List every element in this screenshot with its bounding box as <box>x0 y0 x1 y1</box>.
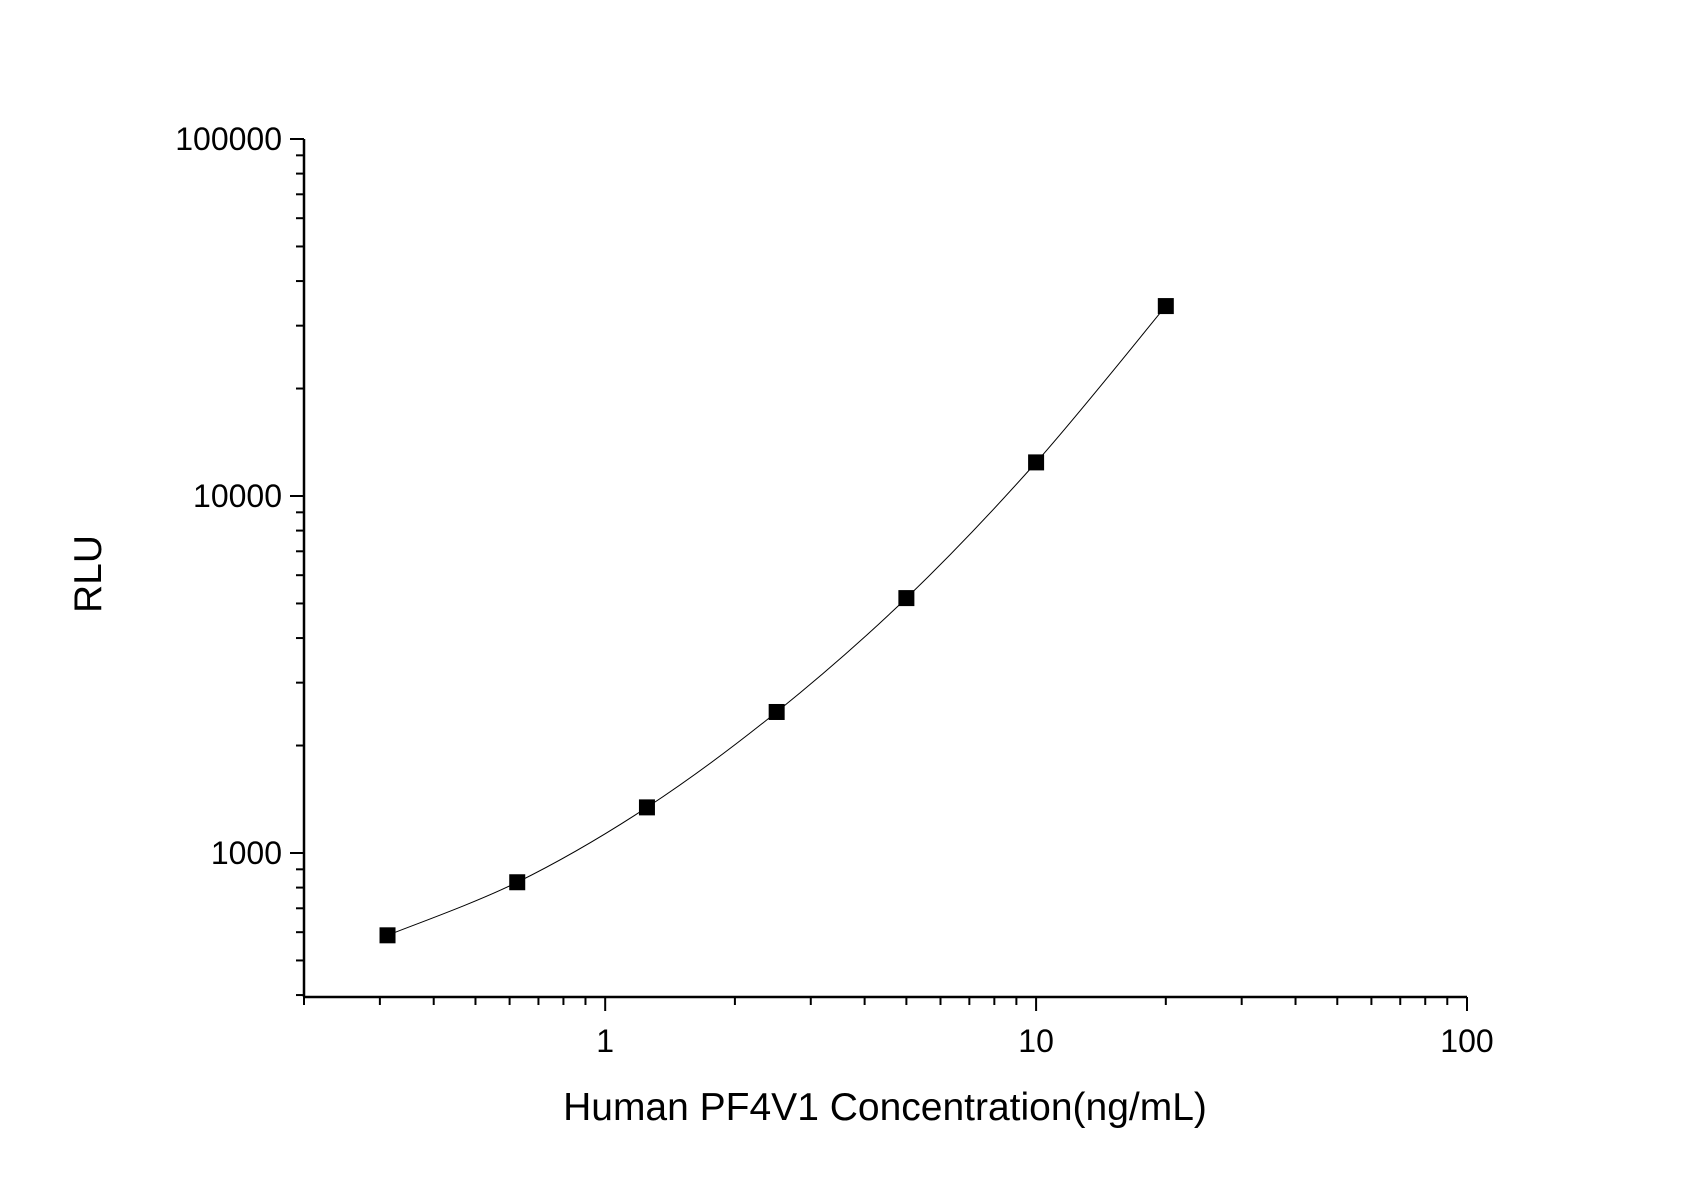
y-axis-label: RLU <box>67 535 110 613</box>
axes <box>290 138 1468 1011</box>
y-tick-label: 100000 <box>175 121 282 157</box>
data-point-marker <box>379 927 396 944</box>
data-point-marker <box>638 799 655 816</box>
tick-labels: 1 10 100 1000 10000 100000 <box>175 121 1493 1059</box>
x-tick-label: 1 <box>596 1023 614 1059</box>
y-tick-label: 10000 <box>193 478 282 514</box>
data-point-marker <box>1028 454 1045 471</box>
x-tick-label: 100 <box>1440 1023 1493 1059</box>
x-axis-label: Human PF4V1 Concentration(ng/mL) <box>563 1086 1207 1129</box>
data-point-marker <box>1157 298 1174 315</box>
fitted-curve <box>387 305 1167 936</box>
data-points <box>379 298 1174 944</box>
y-tick-label: 1000 <box>211 835 282 871</box>
data-point-marker <box>768 703 785 720</box>
data-point-marker <box>509 874 526 891</box>
data-point-marker <box>898 590 915 607</box>
x-tick-label: 10 <box>1018 1023 1054 1059</box>
